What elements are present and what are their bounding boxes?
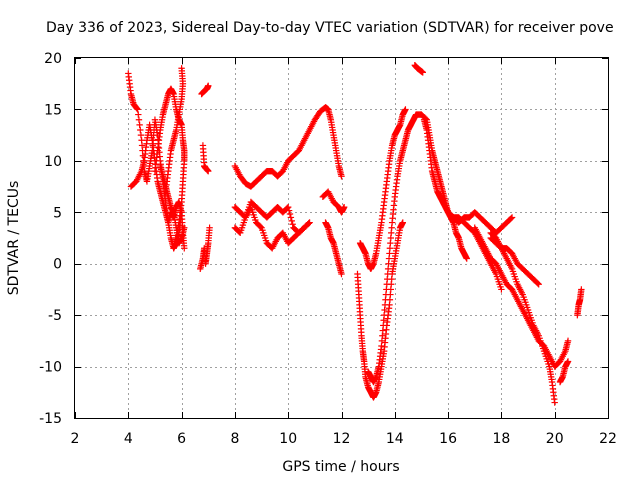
x-tick-label: 16 <box>439 431 457 447</box>
data-point <box>286 210 294 218</box>
x-tick-label: 10 <box>279 431 297 447</box>
chart-title: Day 336 of 2023, Sidereal Day-to-day VTE… <box>46 20 614 36</box>
x-tick-label: 2 <box>71 431 80 447</box>
data-point <box>170 245 177 252</box>
series-arc-15-17-b <box>420 116 505 293</box>
data-point <box>257 223 264 231</box>
series-arc-8-11.5 <box>231 104 345 190</box>
data-point <box>135 111 142 118</box>
data-point <box>205 82 212 89</box>
data-point <box>289 221 296 228</box>
data-point <box>134 106 141 113</box>
data-point <box>534 280 542 287</box>
x-tick-label: 12 <box>333 431 351 447</box>
data-point <box>206 224 213 231</box>
y-axis-label: SDTVAR / TECUs <box>6 181 22 296</box>
y-tick-label: 20 <box>44 51 62 67</box>
data-point <box>136 121 143 129</box>
data-point <box>508 214 516 221</box>
series-arc-17.6-19.4 <box>487 234 542 288</box>
data-series <box>125 62 585 406</box>
series-arc-8-11-low <box>231 203 313 252</box>
series-arc-16-18.5 <box>444 209 516 237</box>
data-point <box>399 219 406 226</box>
y-axis-tick-labels: 20 15 10 5 0 -5 -10 -15 <box>39 51 62 427</box>
series-arc-6.9-upper <box>198 82 212 98</box>
series-arc-12.7-14-rise <box>356 106 409 273</box>
y-tick-label: -5 <box>48 308 62 324</box>
axis-ticks <box>75 58 609 419</box>
x-axis-label: GPS time / hours <box>282 459 399 475</box>
x-tick-label: 6 <box>177 431 186 447</box>
series-arc-20.2-20.5 <box>556 358 572 386</box>
y-tick-label: 0 <box>53 257 62 273</box>
data-point <box>463 255 470 262</box>
x-tick-label: 8 <box>230 431 239 447</box>
data-point <box>181 245 188 252</box>
y-tick-label: 10 <box>44 154 62 170</box>
data-point <box>340 203 348 211</box>
x-tick-label: 22 <box>599 431 617 447</box>
series-arc-6.9-mid <box>199 142 212 175</box>
x-axis-tick-labels: 2 4 6 8 10 12 14 16 18 20 22 <box>71 431 617 447</box>
data-point <box>306 219 313 226</box>
y-tick-label: -15 <box>39 411 62 427</box>
data-point <box>338 270 345 278</box>
data-point <box>535 281 542 288</box>
x-tick-label: 18 <box>492 431 510 447</box>
plot-frame <box>74 57 609 419</box>
data-point <box>137 126 144 134</box>
data-point <box>285 207 293 214</box>
data-point <box>305 220 312 227</box>
x-tick-label: 20 <box>546 431 564 447</box>
series-arc-11.5-12.1-drop <box>322 219 345 278</box>
data-point <box>287 214 295 221</box>
y-tick-label: 5 <box>53 205 62 221</box>
data-point <box>181 224 188 231</box>
x-tick-label: 4 <box>124 431 133 447</box>
series-arc-early-d <box>162 65 187 195</box>
series-arc-11.3-12.2 <box>319 188 348 216</box>
data-point <box>133 105 141 112</box>
data-point <box>205 167 212 175</box>
data-point <box>338 173 345 180</box>
data-point <box>564 337 572 345</box>
data-point <box>137 131 145 139</box>
x-tick-label: 14 <box>386 431 404 447</box>
data-point <box>507 215 515 222</box>
data-point <box>551 399 558 406</box>
data-point <box>135 116 143 123</box>
series-arc-early-e <box>157 162 188 247</box>
series-arc-14.8-top <box>411 62 426 76</box>
data-point <box>564 358 572 365</box>
y-tick-label: 15 <box>44 102 62 118</box>
data-point <box>402 106 409 113</box>
data-point <box>578 286 585 293</box>
data-point <box>419 69 426 76</box>
y-tick-label: -10 <box>39 360 62 376</box>
series-arc-20.9-end <box>574 286 585 319</box>
data-point <box>285 203 292 211</box>
series-arc-6.9-low <box>197 224 213 273</box>
data-point <box>498 286 505 293</box>
data-point <box>288 217 295 225</box>
data-point <box>178 65 185 72</box>
